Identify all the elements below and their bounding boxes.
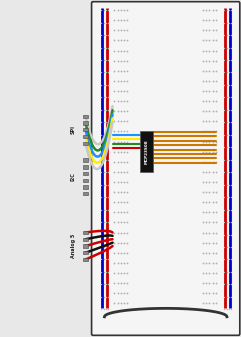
Bar xyxy=(83,185,88,189)
Bar xyxy=(83,115,88,118)
Bar xyxy=(83,121,88,125)
Bar xyxy=(83,192,88,195)
Text: SPI: SPI xyxy=(71,125,76,134)
Text: I2C: I2C xyxy=(71,173,76,181)
Bar xyxy=(83,128,88,131)
Bar xyxy=(83,244,88,248)
Bar xyxy=(83,165,88,168)
Bar xyxy=(140,131,153,172)
Text: Analog 5: Analog 5 xyxy=(71,234,76,258)
Bar xyxy=(83,238,88,241)
FancyBboxPatch shape xyxy=(92,2,240,335)
Bar xyxy=(83,258,88,261)
Bar xyxy=(83,158,88,162)
Bar xyxy=(83,135,88,138)
Bar xyxy=(83,142,88,145)
Bar xyxy=(83,251,88,254)
Bar xyxy=(83,179,88,182)
Text: MCP23S08: MCP23S08 xyxy=(144,139,148,164)
Bar xyxy=(83,172,88,175)
Bar xyxy=(83,231,88,234)
